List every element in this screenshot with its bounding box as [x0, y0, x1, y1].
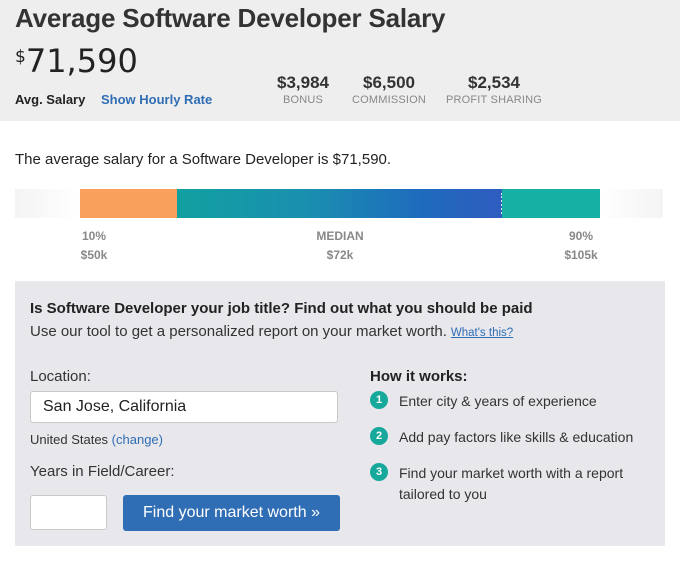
range-high-segment [502, 189, 600, 218]
profit-sharing-label: PROFIT SHARING [445, 94, 543, 106]
commission-label: COMMISSION [351, 94, 427, 106]
profit-sharing-stat: $2,534 PROFIT SHARING [443, 73, 545, 106]
tool-subtitle-text: Use our tool to get a personalized repor… [30, 323, 447, 340]
percentile-10: 10% $50k [72, 227, 116, 265]
country-name: United States [30, 432, 109, 447]
page-title: Average Software Developer Salary [15, 3, 446, 33]
step-3-number: 3 [370, 463, 388, 481]
percentile-90-label: 90% [568, 229, 594, 243]
percentile-10-value: $50k [80, 248, 108, 262]
salary-summary: The average salary for a Software Develo… [15, 151, 392, 168]
whats-this-link[interactable]: What's this? [450, 327, 514, 339]
how-it-works-title: How it works: [370, 368, 468, 385]
commission-value: $6,500 [363, 73, 415, 92]
avg-salary-label: Avg. Salary [15, 92, 86, 107]
tool-subtitle: Use our tool to get a personalized repor… [30, 323, 513, 340]
location-label: Location: [30, 368, 91, 385]
salary-range-bar [15, 189, 663, 218]
salary-amount: 71,590 [25, 42, 138, 80]
profit-sharing-value: $2,534 [468, 73, 520, 92]
market-worth-tool: Is Software Developer your job title? Fi… [15, 281, 665, 546]
bonus-value: $3,984 [277, 73, 329, 92]
bonus-label: BONUS [282, 94, 324, 106]
commission-stat: $6,500 COMMISSION [347, 73, 431, 106]
country-line: United States (change) [30, 432, 163, 447]
step-1-text: Enter city & years of experience [399, 393, 597, 409]
years-input[interactable] [30, 495, 107, 530]
bonus-stat: $3,984 BONUS [271, 73, 335, 106]
range-mid-segment [177, 189, 503, 218]
average-salary: $71,590 [15, 42, 138, 80]
percentile-10-label: 10% [81, 229, 107, 243]
location-input[interactable] [30, 391, 338, 423]
find-market-worth-button[interactable]: Find your market worth » [123, 495, 340, 531]
percentile-90: 90% $105k [556, 227, 606, 265]
tool-question: Is Software Developer your job title? Fi… [30, 300, 533, 317]
median-value: $72k [326, 248, 354, 262]
years-label: Years in Field/Career: [30, 463, 175, 480]
change-country-link[interactable]: (change) [111, 432, 163, 447]
percentile-90-value: $105k [564, 248, 598, 262]
show-hourly-rate-link[interactable]: Show Hourly Rate [101, 92, 213, 107]
range-low-segment [80, 189, 177, 218]
step-2-text: Add pay factors like skills & education [399, 429, 634, 445]
step-2-number: 2 [370, 427, 388, 445]
median-label: MEDIAN [316, 229, 364, 243]
salary-header: Average Software Developer Salary $71,59… [0, 0, 680, 121]
step-3-text: Find your market worth with a report tai… [399, 465, 624, 502]
currency-symbol: $ [15, 47, 26, 67]
step-1-number: 1 [370, 391, 388, 409]
percentile-median: MEDIAN $72k [304, 227, 376, 265]
